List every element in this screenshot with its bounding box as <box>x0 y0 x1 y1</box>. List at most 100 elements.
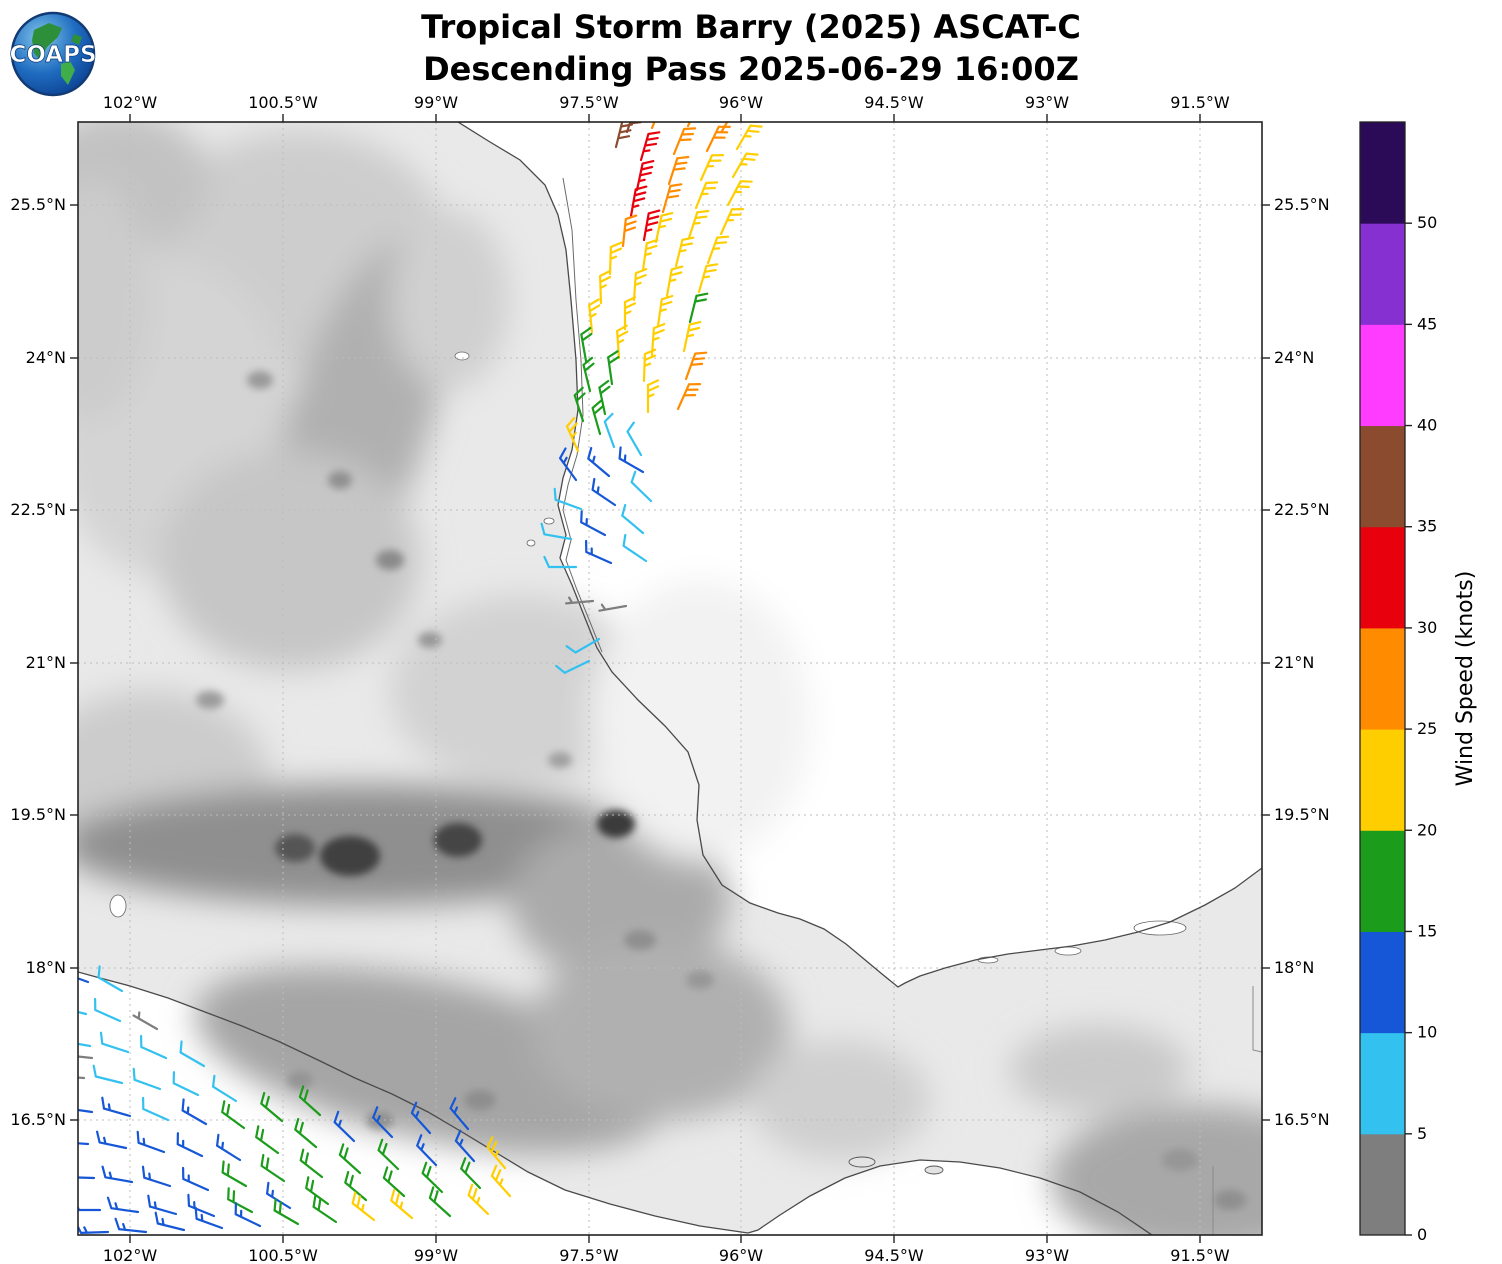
colorbar-segment <box>1360 729 1405 831</box>
lon-label-top: 102°W <box>103 93 158 112</box>
colorbar-tick-label: 15 <box>1417 921 1437 940</box>
wind-barb <box>598 379 611 416</box>
coastline-tehuantepec <box>747 1159 1153 1235</box>
lon-label-top: 94.5°W <box>864 93 924 112</box>
colorbar-segment <box>1360 425 1405 528</box>
terrain-blob <box>750 1040 930 1160</box>
lon-label-bottom: 102°W <box>103 1246 158 1264</box>
wind-barb <box>672 127 697 156</box>
wind-barb <box>372 1106 394 1139</box>
wind-barb <box>216 1133 242 1162</box>
lat-label-left: 19.5°N <box>10 805 66 824</box>
wind-barb <box>674 236 695 268</box>
wind-barb <box>641 238 659 272</box>
colorbar-tick-label: 0 <box>1417 1225 1427 1244</box>
wind-barb <box>565 637 601 654</box>
lon-label-bottom: 94.5°W <box>864 1246 924 1264</box>
wind-barb <box>172 1071 200 1097</box>
wind-barbs-layer <box>78 122 763 1234</box>
wind-barb <box>78 1042 92 1048</box>
wind-barb <box>106 1196 140 1214</box>
colorbar-segment <box>1360 830 1405 932</box>
lon-label-bottom: 96°W <box>719 1246 763 1264</box>
wind-barb <box>101 1096 132 1118</box>
colorbar-axis-label: Wind Speed (knots) <box>1453 571 1478 787</box>
lon-label-top: 93°W <box>1025 93 1069 112</box>
title-line-1: Tropical Storm Barry (2025) ASCAT-C <box>421 8 1081 46</box>
coaps-logo: COAPS <box>8 4 100 100</box>
axes-layer: 102°W 102°W 100.5°W 100.5°W 99°W 99°W 97.5°W 97… <box>10 93 1329 1264</box>
lon-label-bottom: 97.5°W <box>559 1246 619 1264</box>
wind-barb <box>598 603 628 612</box>
wind-barb <box>421 1161 444 1194</box>
wind-barb <box>614 122 633 149</box>
terrain-peak <box>328 471 352 489</box>
wind-barb <box>591 477 617 507</box>
wind-barb <box>187 1193 216 1218</box>
wind-barb <box>194 1206 224 1230</box>
wind-barb <box>294 1117 318 1149</box>
terrain-peak <box>196 691 224 709</box>
wind-barb <box>78 1142 90 1146</box>
wind-barb <box>299 1148 324 1179</box>
lon-label-bottom: 93°W <box>1025 1246 1069 1264</box>
wind-barb <box>260 1153 286 1183</box>
terrain-blob <box>390 595 650 785</box>
wind-barb <box>181 1098 208 1126</box>
wind-barb <box>559 447 578 482</box>
wind-barb <box>234 1202 262 1228</box>
lon-label-top: 100.5°W <box>248 93 318 112</box>
colorbar-tick-label: 30 <box>1417 618 1437 637</box>
colorbar-tick-label: 5 <box>1417 1124 1427 1143</box>
terrain-shading-peaks <box>196 371 1246 1210</box>
boundary-line <box>1252 986 1262 1053</box>
wind-barb <box>96 1130 128 1150</box>
terrain-peak <box>597 810 635 838</box>
lon-label-top: 96°W <box>719 93 763 112</box>
globe-continents <box>71 34 82 45</box>
wind-barb <box>78 977 90 984</box>
wind-barb <box>591 399 604 436</box>
wind-barb <box>650 323 666 357</box>
wind-barb <box>580 327 593 363</box>
wind-barb <box>688 292 709 324</box>
terrain-peak <box>418 632 442 648</box>
colorbar-segment <box>1360 931 1405 1034</box>
wind-barb <box>78 1010 88 1016</box>
wind-barb <box>428 1186 452 1218</box>
wind-barb <box>618 446 645 474</box>
colorbar-tick-label: 50 <box>1417 213 1437 232</box>
wind-barb <box>667 155 690 186</box>
lat-label-right: 19.5°N <box>1274 805 1330 824</box>
lat-label-right: 18°N <box>1274 958 1314 977</box>
wind-barb <box>646 379 660 414</box>
wind-barb <box>179 1040 206 1068</box>
wind-barb <box>136 1130 166 1154</box>
wind-barb <box>616 324 629 360</box>
lake <box>1133 920 1187 936</box>
lat-label-left: 21°N <box>26 653 66 672</box>
coastline-pacific <box>78 971 749 1234</box>
wind-barb <box>654 212 674 244</box>
wind-barb <box>351 1191 376 1222</box>
terrain-blob <box>390 210 510 390</box>
wind-barb <box>585 539 613 565</box>
lon-label-top: 91.5°W <box>1170 93 1230 112</box>
colorbar-tick-label: 10 <box>1417 1023 1437 1042</box>
terrain-blob <box>1050 1105 1262 1235</box>
wind-barb <box>623 296 637 331</box>
wind-barb <box>665 265 684 298</box>
wind-barb <box>582 356 595 393</box>
lake <box>454 351 470 361</box>
wind-barb <box>642 209 661 242</box>
globe-continents <box>61 61 75 85</box>
map-frame <box>77 121 1263 1236</box>
wind-barb <box>656 294 674 328</box>
lon-label-bottom: 100.5°W <box>248 1246 318 1264</box>
terrain-peak <box>320 836 380 876</box>
wind-barb <box>687 209 710 240</box>
wind-barb <box>543 555 578 569</box>
colorbar-segment <box>1360 1032 1405 1135</box>
lon-label-bottom: 99°W <box>414 1246 458 1264</box>
